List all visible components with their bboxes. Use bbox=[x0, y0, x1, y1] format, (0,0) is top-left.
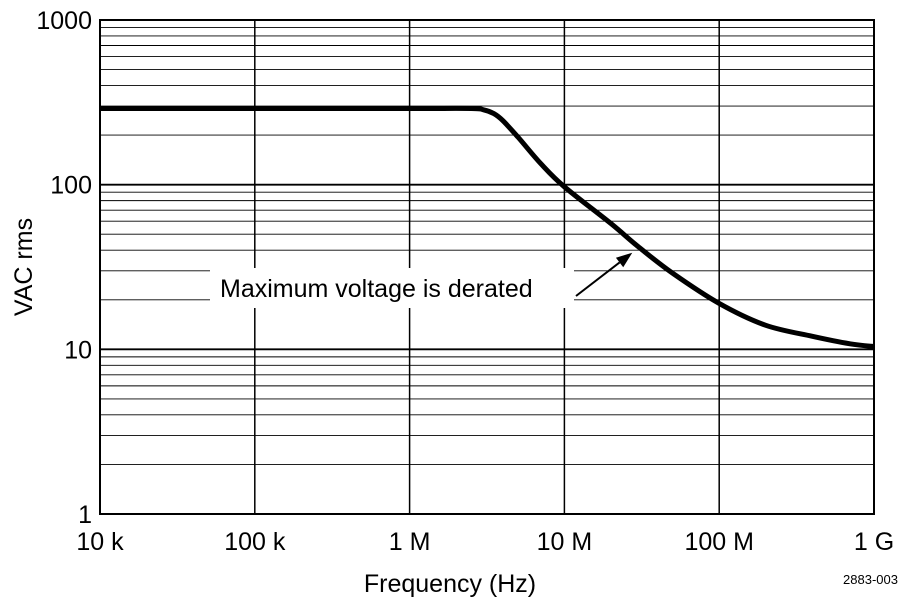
x-tick-label: 100 k bbox=[224, 528, 286, 556]
minor-gridlines bbox=[100, 27, 874, 465]
y-tick-label: 100 bbox=[50, 172, 92, 200]
x-tick-label: 1 M bbox=[389, 528, 431, 556]
x-tick-label: 10 M bbox=[537, 528, 593, 556]
series-line bbox=[100, 105, 875, 349]
annotation-arrowhead bbox=[615, 252, 633, 268]
y-tick-label: 1000 bbox=[36, 7, 92, 35]
x-tick-labels: 10 k 100 k 1 M 10 M 100 M 1 G bbox=[76, 528, 894, 556]
x-tick-label: 100 M bbox=[684, 528, 753, 556]
x-tick-label: 1 G bbox=[854, 528, 894, 556]
x-tick-label: 10 k bbox=[76, 528, 124, 556]
x-axis-label: Frequency (Hz) bbox=[364, 570, 536, 598]
plot-frame bbox=[99, 19, 875, 515]
y-axis-label: VAC rms bbox=[10, 218, 38, 316]
figure-id: 2883-003 bbox=[843, 572, 898, 587]
annotation-group: Maximum voltage is derated bbox=[210, 252, 633, 308]
series-group bbox=[100, 105, 875, 349]
major-gridlines bbox=[99, 19, 875, 515]
y-tick-label: 1 bbox=[78, 501, 92, 529]
annotation-arrow bbox=[575, 261, 621, 297]
y-tick-labels: 1 10 100 1000 bbox=[36, 7, 92, 529]
annotation-label: Maximum voltage is derated bbox=[220, 275, 533, 303]
y-tick-label: 10 bbox=[64, 336, 92, 364]
annotation-background bbox=[210, 268, 574, 308]
